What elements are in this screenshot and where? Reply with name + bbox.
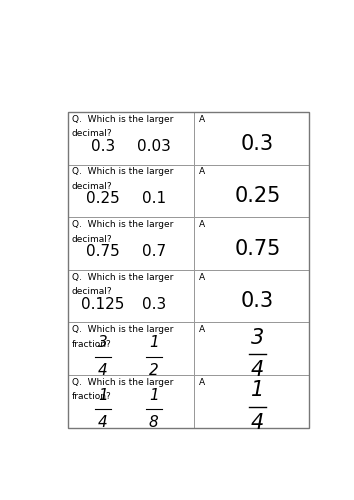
Text: fraction?: fraction? [72, 392, 112, 402]
Bar [194, 164, 309, 217]
Text: Q.  Which is the larger: Q. Which is the larger [72, 378, 173, 387]
Text: 0.3: 0.3 [91, 138, 115, 154]
Text: 0.03: 0.03 [137, 138, 171, 154]
Text: 3: 3 [251, 328, 264, 348]
Text: decimal?: decimal? [72, 287, 112, 296]
Bar [194, 375, 309, 428]
Text: 0.75: 0.75 [86, 244, 120, 259]
Text: 8: 8 [149, 416, 159, 430]
Text: 0.3: 0.3 [241, 134, 274, 154]
Text: Q.  Which is the larger: Q. Which is the larger [72, 272, 173, 281]
Text: 0.3: 0.3 [142, 296, 166, 312]
Text: A: A [199, 114, 205, 124]
Text: 0.1: 0.1 [142, 192, 166, 206]
Bar [68, 112, 309, 428]
Text: A: A [199, 220, 205, 229]
Text: Q.  Which is the larger: Q. Which is the larger [72, 220, 173, 229]
Bar [194, 217, 309, 270]
Bar [194, 112, 309, 164]
Text: A: A [199, 168, 205, 176]
Text: decimal?: decimal? [72, 234, 112, 244]
Text: A: A [199, 325, 205, 334]
Bar [194, 270, 309, 322]
Text: 2: 2 [149, 363, 159, 378]
Bar [68, 270, 194, 322]
Text: 0.125: 0.125 [81, 296, 125, 312]
Bar [68, 217, 194, 270]
Text: 4: 4 [251, 360, 264, 380]
Bar [194, 322, 309, 375]
Text: 0.75: 0.75 [234, 239, 281, 259]
Text: Q.  Which is the larger: Q. Which is the larger [72, 114, 173, 124]
Text: 1: 1 [149, 388, 159, 403]
Bar [68, 375, 194, 428]
Text: 0.25: 0.25 [86, 192, 120, 206]
Text: 0.3: 0.3 [241, 292, 274, 312]
Text: Q.  Which is the larger: Q. Which is the larger [72, 168, 173, 176]
Text: 4: 4 [251, 413, 264, 433]
Text: 1: 1 [149, 336, 159, 350]
Text: 4: 4 [98, 363, 108, 378]
Text: Q.  Which is the larger: Q. Which is the larger [72, 325, 173, 334]
Text: decimal?: decimal? [72, 182, 112, 191]
Text: 1: 1 [98, 388, 108, 403]
Text: 3: 3 [98, 336, 108, 350]
Text: decimal?: decimal? [72, 130, 112, 138]
Text: 0.25: 0.25 [234, 186, 281, 206]
Text: 1: 1 [251, 380, 264, 400]
Bar [68, 112, 194, 164]
Text: 4: 4 [98, 416, 108, 430]
Text: A: A [199, 272, 205, 281]
Bar [68, 164, 194, 217]
Text: 0.7: 0.7 [142, 244, 166, 259]
Bar [68, 322, 194, 375]
Text: fraction?: fraction? [72, 340, 112, 349]
Text: A: A [199, 378, 205, 387]
